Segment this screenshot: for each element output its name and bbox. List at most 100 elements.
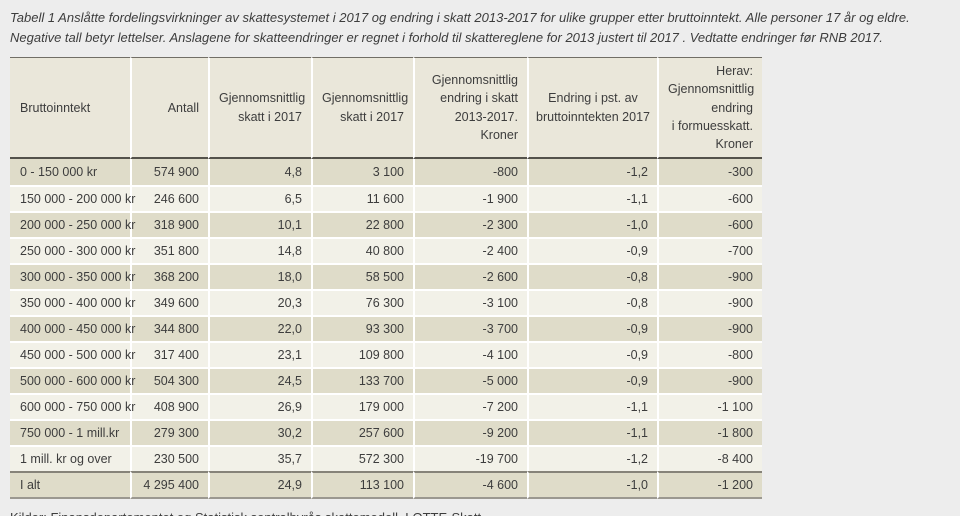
- cell: -0,9: [527, 366, 657, 393]
- row-label: 400 000 - 450 000 kr: [10, 314, 135, 341]
- row-label: 350 000 - 400 000 kr: [10, 288, 135, 315]
- row-label: 1 mill. kr og over: [10, 444, 130, 471]
- column-header-2: Gjennomsnittlig skatt i 2017: [208, 57, 311, 159]
- cell: -1,0: [527, 470, 657, 499]
- cell: 4,8: [208, 158, 311, 185]
- row-label: 200 000 - 250 000 kr: [10, 210, 135, 237]
- cell: 179 000: [311, 392, 413, 419]
- column-header-3: Gjennomsnittlig skatt i 2017: [311, 57, 413, 159]
- cell: 22,0: [208, 314, 311, 341]
- cell: 246 600: [130, 184, 208, 211]
- cell: -1,1: [527, 418, 657, 445]
- cell: -600: [657, 210, 762, 237]
- cell: -900: [657, 366, 762, 393]
- cell: 40 800: [311, 236, 413, 263]
- cell: -4 600: [413, 470, 527, 499]
- cell: -1 800: [657, 418, 762, 445]
- cell: -700: [657, 236, 762, 263]
- cell: 22 800: [311, 210, 413, 237]
- table-body: 0 - 150 000 kr 574 900 4,8 3 100 -800 -1,2 -30…: [10, 158, 762, 499]
- cell: 18,0: [208, 262, 311, 289]
- cell: -1 200: [657, 470, 762, 499]
- row-label: 250 000 - 300 000 kr: [10, 236, 135, 263]
- cell: -1,1: [527, 184, 657, 211]
- cell: -300: [657, 158, 762, 185]
- cell: 109 800: [311, 340, 413, 367]
- cell: 230 500: [130, 444, 208, 471]
- cell: -600: [657, 184, 762, 211]
- cell: 6,5: [208, 184, 311, 211]
- cell: 26,9: [208, 392, 311, 419]
- cell: 349 600: [130, 288, 208, 315]
- cell: 23,1: [208, 340, 311, 367]
- cell: -2 300: [413, 210, 527, 237]
- row-label: 0 - 150 000 kr: [10, 158, 130, 185]
- cell: 257 600: [311, 418, 413, 445]
- cell: 408 900: [130, 392, 208, 419]
- cell: 3 100: [311, 158, 413, 185]
- column-header-0: Bruttoinntekt: [10, 57, 130, 159]
- table-row: 250 000 - 300 000 kr 351 800 14,8 40 800 -2 …: [10, 236, 762, 263]
- cell: -2 400: [413, 236, 527, 263]
- cell: 93 300: [311, 314, 413, 341]
- row-label: 600 000 - 750 000 kr: [10, 392, 135, 419]
- table-row: 1 mill. kr og over 230 500 35,7 572 300 -19 …: [10, 444, 762, 471]
- cell: 4 295 400: [130, 470, 208, 499]
- cell: -4 100: [413, 340, 527, 367]
- row-label: 300 000 - 350 000 kr: [10, 262, 135, 289]
- cell: 344 800: [130, 314, 208, 341]
- source-note: Kilder: Finansdepartementet og Statistis…: [10, 510, 950, 516]
- cell: -900: [657, 262, 762, 289]
- table-row: 500 000 - 600 000 kr 504 300 24,5 133 700 -5…: [10, 366, 762, 393]
- table-row: 400 000 - 450 000 kr 344 800 22,0 93 300 -3 …: [10, 314, 762, 341]
- cell: 368 200: [130, 262, 208, 289]
- table-row: 200 000 - 250 000 kr 318 900 10,1 22 800 -2 …: [10, 210, 762, 237]
- table-caption: Tabell 1 Anslåtte fordelingsvirkninger a…: [10, 10, 910, 46]
- table-header-row: Bruttoinntekt Antall Gjennomsnittlig skatt…: [10, 57, 762, 159]
- cell: -1,2: [527, 444, 657, 471]
- cell: 133 700: [311, 366, 413, 393]
- table-row: 450 000 - 500 000 kr 317 400 23,1 109 800 -4…: [10, 340, 762, 367]
- cell: 279 300: [130, 418, 208, 445]
- cell: 574 900: [130, 158, 208, 185]
- cell: -1,1: [527, 392, 657, 419]
- row-label: 450 000 - 500 000 kr: [10, 340, 135, 367]
- table-row: 300 000 - 350 000 kr 368 200 18,0 58 500 -2 …: [10, 262, 762, 289]
- tax-distribution-table: Bruttoinntekt Antall Gjennomsnittlig skatt…: [10, 57, 762, 499]
- cell: 11 600: [311, 184, 413, 211]
- cell: -5 000: [413, 366, 527, 393]
- column-header-1: Antall: [130, 57, 208, 159]
- cell: -800: [657, 340, 762, 367]
- cell: -7 200: [413, 392, 527, 419]
- cell: 76 300: [311, 288, 413, 315]
- row-label: 500 000 - 600 000 kr: [10, 366, 135, 393]
- cell: 35,7: [208, 444, 311, 471]
- table-row: 350 000 - 400 000 kr 349 600 20,3 76 300 -3 …: [10, 288, 762, 315]
- cell: -900: [657, 314, 762, 341]
- cell: 14,8: [208, 236, 311, 263]
- table-row: 750 000 - 1 mill.kr 279 300 30,2 257 600 -9 …: [10, 418, 762, 445]
- cell: 10,1: [208, 210, 311, 237]
- cell: -0,9: [527, 340, 657, 367]
- cell: -0,9: [527, 236, 657, 263]
- table-total-row: I alt 4 295 400 24,9 113 100 -4 600 -1,0 -1 20…: [10, 470, 762, 499]
- cell: -3 100: [413, 288, 527, 315]
- row-label: 750 000 - 1 mill.kr: [10, 418, 130, 445]
- cell: 113 100: [311, 470, 413, 499]
- cell: 572 300: [311, 444, 413, 471]
- column-header-6: Herav: Gjennomsnittlig endring i formues…: [657, 57, 762, 159]
- row-label: I alt: [10, 470, 130, 499]
- table-row: 600 000 - 750 000 kr 408 900 26,9 179 000 -7…: [10, 392, 762, 419]
- column-header-4: Gjennomsnittlig endring i skatt 2013-201…: [413, 57, 527, 159]
- column-header-5: Endring i pst. av bruttoinntekten 2017: [527, 57, 657, 159]
- cell: -19 700: [413, 444, 527, 471]
- cell: 30,2: [208, 418, 311, 445]
- cell: -800: [413, 158, 527, 185]
- cell: -1,0: [527, 210, 657, 237]
- cell: 24,5: [208, 366, 311, 393]
- cell: -8 400: [657, 444, 762, 471]
- cell: -1 900: [413, 184, 527, 211]
- cell: 24,9: [208, 470, 311, 499]
- cell: 20,3: [208, 288, 311, 315]
